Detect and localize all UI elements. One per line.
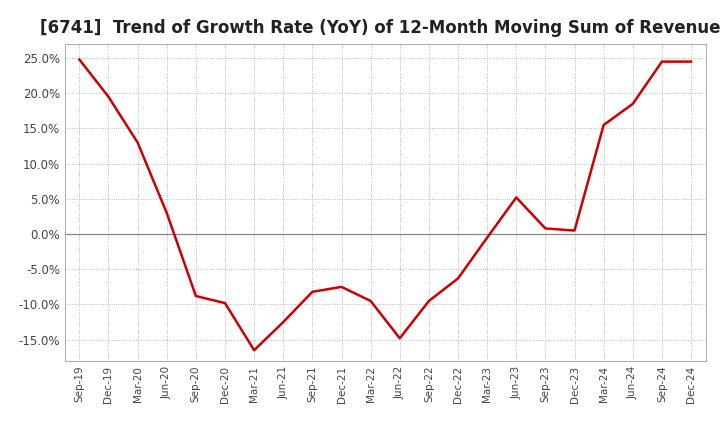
Title: [6741]  Trend of Growth Rate (YoY) of 12-Month Moving Sum of Revenues: [6741] Trend of Growth Rate (YoY) of 12-… — [40, 19, 720, 37]
